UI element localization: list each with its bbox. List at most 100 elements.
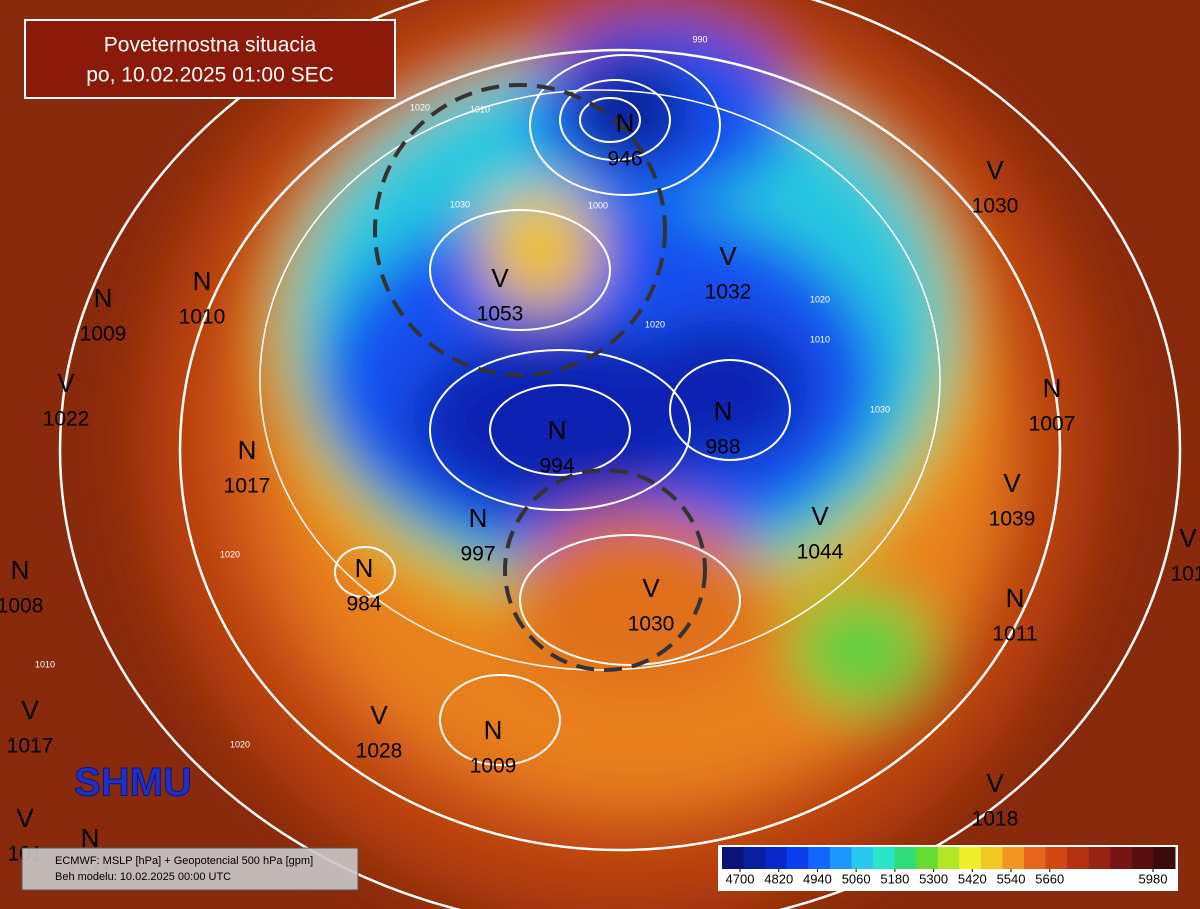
center-pressure: 1011 — [992, 623, 1037, 646]
colorbar-tick-label: 5980 — [1139, 871, 1168, 886]
center-symbol: N — [81, 823, 100, 853]
center-symbol: N — [355, 553, 374, 583]
colorbar-tick-label: 4700 — [726, 871, 755, 886]
jet-circles — [373, 83, 707, 672]
title-background — [24, 19, 396, 99]
contour-label: 990 — [692, 34, 707, 44]
center-symbol: V — [811, 501, 829, 531]
colorbar-segment — [873, 847, 896, 869]
footer-line: Beh modelu: 10.02.2025 00:00 UTC — [55, 871, 231, 883]
subtitle: po, 10.02.2025 01:00 SEC — [86, 64, 334, 87]
colorbar-tick-label: 5420 — [958, 871, 987, 886]
center-symbol: N — [714, 396, 733, 426]
center-symbol: N — [11, 555, 30, 585]
footer-box: ECMWF: MSLP [hPa] + Geopotencial 500 hPa… — [21, 847, 359, 891]
center-symbol: N — [94, 283, 113, 313]
center-symbol: V — [1179, 523, 1197, 553]
center-symbol: N — [1043, 373, 1062, 403]
colorbar-tick-label: 5060 — [842, 871, 871, 886]
center-symbol: N — [238, 435, 257, 465]
center-pressure: 988 — [705, 436, 740, 459]
contour-label: 1010 — [470, 104, 490, 114]
center-pressure: 984 — [346, 593, 381, 616]
center-pressure: 997 — [460, 543, 495, 566]
colorbar-tick-label: 5660 — [1035, 871, 1064, 886]
colorbar-segment — [1024, 847, 1047, 869]
center-pressure: 946 — [607, 148, 642, 171]
colorbar-tick-label: 5540 — [997, 871, 1026, 886]
center-pressure: 1018 — [972, 808, 1019, 831]
center-symbol: V — [16, 803, 34, 833]
colorbar-tick-label: 5180 — [880, 871, 909, 886]
title-box: Poveternostna situacia po, 10.02.2025 01… — [24, 19, 396, 99]
colorbar-tick-label: 5300 — [919, 871, 948, 886]
colorbar-segment — [829, 847, 852, 869]
contour-label: 1020 — [810, 294, 830, 304]
colorbar-segment — [1110, 847, 1133, 869]
center-pressure: 1009 — [470, 755, 517, 778]
colorbar-segment — [1153, 847, 1176, 869]
footer-background — [21, 847, 359, 891]
center-pressure: 994 — [539, 455, 574, 478]
colorbar-segment — [1131, 847, 1154, 869]
center-symbol: N — [193, 266, 212, 296]
contour-label: 1030 — [450, 199, 470, 209]
colorbar-segment — [765, 847, 788, 869]
center-pressure: 101 — [1170, 563, 1200, 586]
center-symbol: V — [642, 573, 660, 603]
geopotential-field — [140, 0, 1100, 909]
center-pressure: 1022 — [43, 408, 90, 431]
contour-labels: 990 1000 1010 1020 1030 1010 1020 1020 1020 1010 1… — [35, 34, 890, 749]
colorbar-segment — [743, 847, 766, 869]
colorbar-tick-label: 4820 — [764, 871, 793, 886]
title: Poveternostna situacia — [104, 34, 317, 57]
logo: SHMU — [74, 761, 192, 805]
contour-label: 1020 — [220, 549, 240, 559]
center-pressure: 1017 — [224, 475, 271, 498]
center-pressure: 1044 — [797, 541, 844, 564]
center-pressure: 1009 — [80, 323, 127, 346]
colorbar-tick-label: 4940 — [803, 871, 832, 886]
center-pressure: 1028 — [356, 740, 403, 763]
center-symbol: N — [469, 503, 488, 533]
contour-label: 1000 — [588, 200, 608, 210]
colorbar: 4700 4820 4940 5060 5180 5300 5420 5540 5660 5980 — [722, 847, 1176, 886]
contour-label: 1020 — [230, 739, 250, 749]
colorbar-segment — [786, 847, 809, 869]
colorbar-segment — [1088, 847, 1111, 869]
center-symbol: N — [484, 715, 503, 745]
center-symbol: V — [1003, 468, 1021, 498]
center-symbol: V — [370, 700, 388, 730]
footer-line: ECMWF: MSLP [hPa] + Geopotencial 500 hPa… — [55, 855, 313, 867]
center-pressure: 1053 — [477, 303, 524, 326]
colorbar-segment — [916, 847, 939, 869]
center-symbol: N — [616, 108, 635, 138]
center-symbol: V — [21, 695, 39, 725]
isobars — [58, 0, 1182, 909]
center-pressure: 1039 — [989, 508, 1036, 531]
colorbar-segment — [1045, 847, 1068, 869]
colorbar-segment — [808, 847, 831, 869]
center-pressure: 1008 — [0, 595, 43, 618]
center-symbol: V — [986, 768, 1004, 798]
center-symbol: N — [548, 415, 567, 445]
center-symbol: N — [1006, 583, 1025, 613]
colorbar-segment — [1067, 847, 1090, 869]
contour-label: 1010 — [810, 334, 830, 344]
center-symbol: V — [719, 241, 737, 271]
contour-label: 1030 — [870, 404, 890, 414]
center-pressure: 1030 — [628, 613, 675, 636]
center-pressure: 1007 — [1029, 413, 1076, 436]
colorbar-segment — [894, 847, 917, 869]
center-pressure: 1032 — [705, 281, 752, 304]
center-symbol: V — [491, 263, 509, 293]
contour-label: 1010 — [35, 659, 55, 669]
center-symbol: V — [57, 368, 75, 398]
colorbar-segment — [959, 847, 982, 869]
center-pressure: 1010 — [179, 306, 226, 329]
colorbar-segment — [851, 847, 874, 869]
colorbar-segment — [980, 847, 1003, 869]
colorbar-segment — [937, 847, 960, 869]
